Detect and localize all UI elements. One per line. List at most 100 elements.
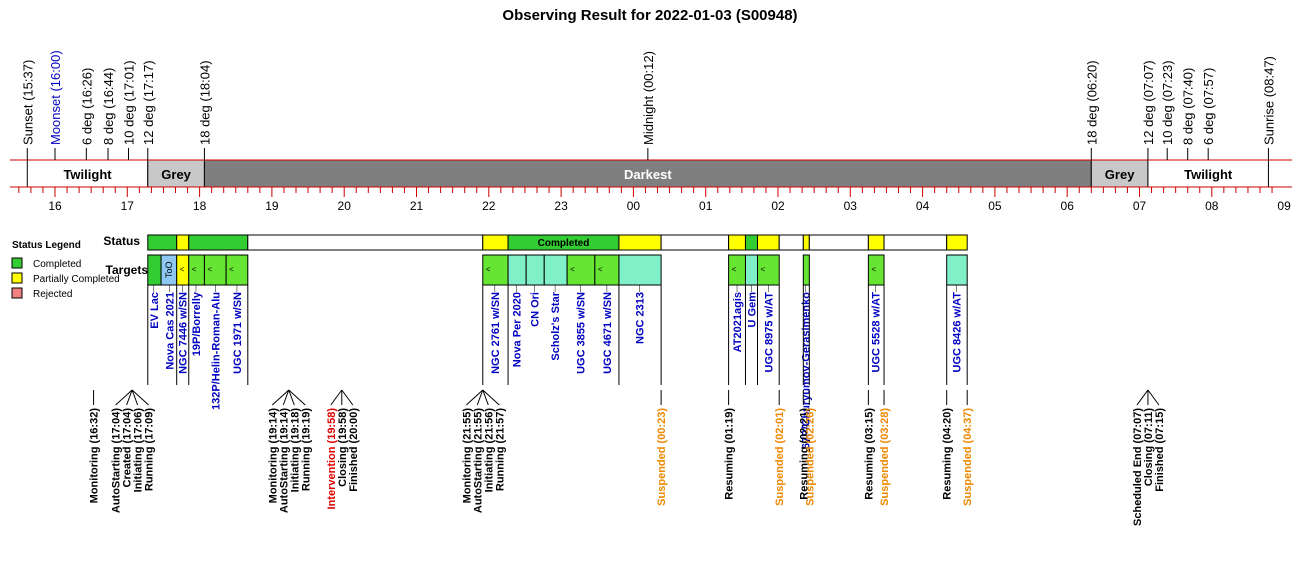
target-name-label: EV Lac (149, 292, 161, 329)
twilight-event-label: 12 deg (07:07) (1141, 60, 1156, 145)
event-leader-line (476, 389, 484, 406)
event-label: Running (17:09) (144, 408, 156, 491)
event-leader-line (1136, 389, 1149, 406)
period-band-twilight-0 (26, 159, 149, 188)
status-segment (946, 234, 968, 251)
status-segment (802, 234, 810, 251)
event-leader-line (465, 389, 484, 406)
target-name-label: UGC 8975 w/AT (763, 292, 775, 373)
event-leader-line (271, 389, 290, 406)
twilight-event-label: Midnight (00:12) (641, 51, 656, 145)
twilight-event-label: 8 deg (07:40) (1181, 68, 1196, 145)
target-segment (147, 254, 162, 286)
event-label: Resuming (02:21) (798, 408, 810, 500)
target-name-label: U Gem (746, 292, 758, 328)
event-label: Finished (20:00) (348, 408, 360, 492)
target-name-label: Nova Cas 2021 (164, 292, 176, 370)
status-segment (744, 234, 759, 251)
legend-swatch-rejected (11, 287, 23, 299)
hour-tick-label: 07 (1133, 199, 1147, 213)
event-label: Scheduled End (07:07) (1132, 408, 1144, 526)
target-mark: < (229, 265, 234, 274)
target-name-label: Nova Per 2020 (512, 292, 524, 367)
target-segment (507, 254, 527, 286)
event-label: AutoStarting (21:55) (472, 408, 484, 513)
twilight-event-label: 18 deg (06:20) (1084, 60, 1099, 145)
status-segment (757, 234, 780, 251)
status-segment (482, 234, 509, 251)
hour-tick-label: 22 (482, 199, 496, 213)
event-leader-line (1147, 389, 1160, 406)
target-name-label: UGC 8426 w/AT (951, 292, 963, 373)
target-name-label: Scholz's Star (550, 291, 562, 360)
target-mark: < (871, 265, 876, 274)
event-label: AutoStarting (19:14) (278, 408, 290, 513)
status-segment (867, 234, 885, 251)
legend-label-completed: Completed (33, 259, 81, 270)
event-leader-line (330, 389, 343, 406)
period-label-grey-3: Grey (1105, 167, 1135, 182)
target-name-label: CN Ori (530, 292, 542, 327)
target-segment (566, 254, 596, 286)
target-name-label: UGC 5528 w/AT (871, 292, 883, 373)
target-mark: < (180, 265, 185, 274)
hour-tick-label: 23 (554, 199, 568, 213)
hour-tick-label: 03 (844, 199, 858, 213)
event-label: Initiating (17:06) (133, 408, 145, 493)
hour-tick-label: 05 (988, 199, 1002, 213)
event-label: Resuming (04:20) (942, 408, 954, 500)
event-label: Suspended (04:37) (962, 408, 974, 506)
period-label-twilight-4: Twilight (1184, 167, 1233, 182)
event-label: Running (19:19) (300, 408, 312, 491)
target-name-label: UGC 1971 w/SN (232, 292, 244, 374)
period-label-darkest-2: Darkest (624, 167, 672, 182)
status-segment (247, 234, 484, 251)
event-label: Monitoring (16:32) (89, 408, 101, 504)
status-row-label: Status (103, 234, 140, 248)
target-segment (946, 254, 968, 286)
status-segment (660, 234, 730, 251)
legend-label-rejected: Rejected (33, 289, 72, 300)
twilight-event-label: Sunrise (08:47) (1261, 56, 1276, 145)
legend-swatch-partially-completed (11, 272, 23, 284)
twilight-event-label: 6 deg (07:57) (1201, 68, 1216, 145)
twilight-event-label: Sunset (15:37) (20, 60, 35, 145)
period-label-grey-1: Grey (161, 167, 191, 182)
hour-tick-label: 01 (699, 199, 713, 213)
event-label: Suspended (02:26) (804, 408, 816, 506)
target-mark: < (761, 265, 766, 274)
twilight-event-label: 12 deg (17:17) (141, 60, 156, 145)
event-label: Suspended (02:01) (774, 408, 786, 506)
status-segment (176, 234, 190, 251)
event-leader-line (482, 389, 500, 406)
twilight-event-label: Moonset (16:00) (48, 50, 63, 145)
target-name-label: NGC 2313 (634, 292, 646, 344)
event-label: Monitoring (19:14) (267, 408, 279, 504)
event-label: Closing (19:58) (337, 408, 349, 487)
hour-tick-label: 04 (916, 199, 930, 213)
event-label: Monitoring (21:55) (461, 408, 473, 504)
target-name-label: 19P/Borrelly (191, 291, 203, 356)
target-segment (543, 254, 568, 286)
target-name-label: NGC 2761 w/SN (490, 292, 502, 374)
hour-tick-label: 20 (338, 199, 352, 213)
target-name-label: 132P/Helin-Roman-Alu (210, 292, 222, 410)
status-segment (778, 234, 804, 251)
period-label-twilight-0: Twilight (63, 167, 112, 182)
hour-tick-label: 21 (410, 199, 424, 213)
twilight-event-label: 10 deg (17:01) (122, 60, 137, 145)
chart-title: Observing Result for 2022-01-03 (S00948) (502, 7, 797, 24)
twilight-event-label: 8 deg (16:44) (101, 68, 116, 145)
legend-title: Status Legend (12, 240, 81, 251)
status-segment (618, 234, 662, 251)
event-label: AutoStarting (17:04) (111, 408, 123, 513)
status-segment (883, 234, 948, 251)
twilight-event-label: 10 deg (07:23) (1160, 60, 1175, 145)
event-leader-line (115, 389, 133, 406)
target-mark: < (192, 265, 197, 274)
status-segment (808, 234, 869, 251)
target-mark: < (486, 265, 491, 274)
hour-tick-label: 02 (771, 199, 785, 213)
legend-swatch-completed (11, 257, 23, 269)
hour-tick-label: 16 (48, 199, 62, 213)
